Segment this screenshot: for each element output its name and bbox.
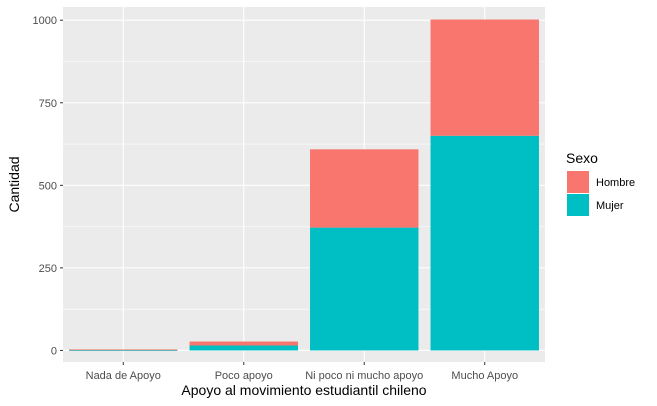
y-tick-label: 0	[51, 345, 57, 357]
legend-key-mujer	[567, 194, 589, 216]
y-tick-label: 750	[39, 98, 57, 110]
x-axis-title: Apoyo al movimiento estudiantil chileno	[181, 382, 426, 398]
bar-mujer	[430, 135, 539, 351]
bar-mujer	[69, 350, 178, 351]
legend-label-mujer: Mujer	[596, 200, 624, 212]
bar-hombre	[430, 19, 539, 136]
y-tick-label: 1000	[33, 15, 57, 27]
bar-mujer	[310, 227, 419, 351]
y-axis-title: Cantidad	[6, 156, 22, 212]
bar-hombre	[189, 341, 298, 346]
x-tick-label: Nada de Apoyo	[86, 370, 161, 382]
legend-title: Sexo	[566, 150, 598, 166]
x-tick-label: Ni poco ni mucho apoyo	[305, 370, 423, 382]
x-tick-label: Mucho Apoyo	[451, 370, 518, 382]
legend: Sexo Hombre Mujer	[566, 150, 635, 216]
bar-hombre	[310, 149, 419, 228]
y-tick-label: 250	[39, 263, 57, 275]
bar-hombre	[69, 349, 178, 351]
bar-mujer	[189, 345, 298, 351]
x-tick-label: Poco apoyo	[215, 370, 273, 382]
legend-label-hombre: Hombre	[596, 177, 635, 189]
x-axis: Nada de Apoyo Poco apoyo Ni poco ni mucho …	[86, 362, 518, 382]
y-axis: 0 250 500 750 1000	[33, 15, 63, 357]
bars	[69, 19, 539, 351]
y-tick-label: 500	[39, 180, 57, 192]
legend-key-hombre	[567, 171, 589, 193]
